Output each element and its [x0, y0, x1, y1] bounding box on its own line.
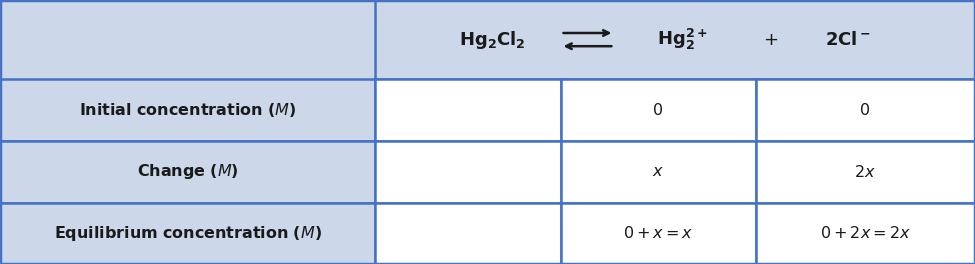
Text: $\mathbf{Equilibrium\ concentration\ (}\mathit{M}\mathbf{)}$: $\mathbf{Equilibrium\ concentration\ (}\…	[54, 224, 322, 243]
Text: 0: 0	[653, 103, 663, 118]
Text: $\mathbf{Initial\ concentration\ (}\mathit{M}\mathbf{)}$: $\mathbf{Initial\ concentration\ (}\math…	[79, 101, 296, 119]
Text: $2x$: $2x$	[854, 164, 877, 180]
Text: $\mathbf{Change\ (}\mathit{M}\mathbf{)}$: $\mathbf{Change\ (}\mathit{M}\mathbf{)}$	[136, 163, 239, 181]
Bar	[756, 141, 975, 203]
Bar	[0, 0, 375, 79]
Bar	[375, 141, 561, 203]
Text: $x$: $x$	[652, 164, 664, 180]
Bar	[561, 141, 756, 203]
Text: $+$: $+$	[762, 31, 778, 49]
Bar	[375, 0, 975, 79]
Text: $\mathregular{Hg_2^{2+}}$: $\mathregular{Hg_2^{2+}}$	[657, 27, 708, 52]
Bar	[0, 203, 375, 264]
Bar	[375, 79, 561, 141]
Bar	[756, 203, 975, 264]
Text: 0: 0	[860, 103, 871, 118]
Bar	[561, 79, 756, 141]
Text: $\mathregular{Hg_2Cl_2}$: $\mathregular{Hg_2Cl_2}$	[459, 29, 526, 51]
Text: $\mathregular{2Cl^-}$: $\mathregular{2Cl^-}$	[826, 31, 871, 49]
Bar	[0, 79, 375, 141]
Bar	[756, 79, 975, 141]
Bar	[561, 203, 756, 264]
Text: $0 + x = x$: $0 + x = x$	[623, 225, 693, 241]
Bar	[375, 203, 561, 264]
Text: $0 + 2x = 2x$: $0 + 2x = 2x$	[820, 225, 911, 241]
Bar	[0, 141, 375, 203]
